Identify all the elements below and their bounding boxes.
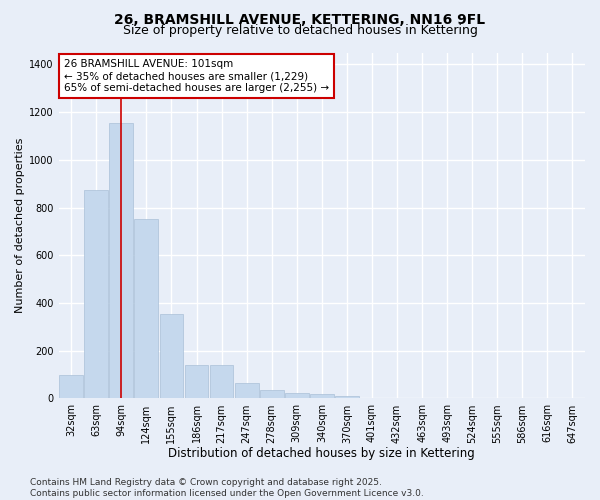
Bar bbox=[185, 365, 208, 398]
Bar bbox=[285, 392, 308, 398]
Bar bbox=[109, 123, 133, 398]
Bar bbox=[59, 374, 83, 398]
Text: Size of property relative to detached houses in Kettering: Size of property relative to detached ho… bbox=[122, 24, 478, 37]
Text: 26 BRAMSHILL AVENUE: 101sqm
← 35% of detached houses are smaller (1,229)
65% of : 26 BRAMSHILL AVENUE: 101sqm ← 35% of det… bbox=[64, 60, 329, 92]
Bar bbox=[260, 390, 284, 398]
Bar bbox=[310, 394, 334, 398]
Bar bbox=[235, 384, 259, 398]
Bar bbox=[134, 219, 158, 398]
Bar bbox=[335, 396, 359, 398]
Bar bbox=[85, 190, 108, 398]
X-axis label: Distribution of detached houses by size in Kettering: Distribution of detached houses by size … bbox=[169, 447, 475, 460]
Text: 26, BRAMSHILL AVENUE, KETTERING, NN16 9FL: 26, BRAMSHILL AVENUE, KETTERING, NN16 9F… bbox=[115, 12, 485, 26]
Bar bbox=[209, 365, 233, 398]
Text: Contains HM Land Registry data © Crown copyright and database right 2025.
Contai: Contains HM Land Registry data © Crown c… bbox=[30, 478, 424, 498]
Y-axis label: Number of detached properties: Number of detached properties bbox=[15, 138, 25, 313]
Bar bbox=[160, 314, 184, 398]
